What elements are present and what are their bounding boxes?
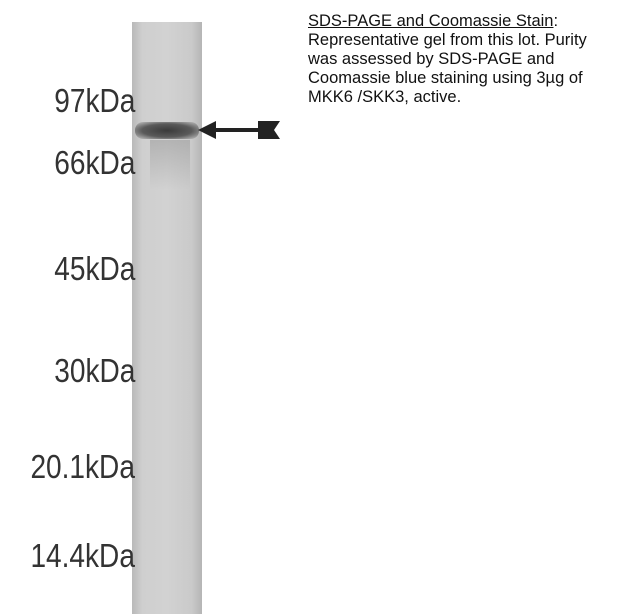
marker-label: 20.1kDa xyxy=(31,450,135,483)
arrow-head xyxy=(198,121,216,139)
arrow-tail xyxy=(258,121,280,139)
marker-label: 30kDa xyxy=(54,354,135,387)
arrow xyxy=(196,115,286,145)
caption: SDS-PAGE and Coomassie Stain: Representa… xyxy=(308,12,608,107)
marker-label: 45kDa xyxy=(54,252,135,285)
gel-lane xyxy=(132,22,202,614)
protein-band xyxy=(135,122,199,139)
marker-label: 97kDa xyxy=(54,84,135,117)
figure: 97kDa 66kDa 45kDa 30kDa 20.1kDa 14.4kDa … xyxy=(0,0,621,614)
gel-smear xyxy=(150,140,190,190)
caption-title: SDS-PAGE and Coomassie Stain xyxy=(308,12,553,30)
marker-label: 14.4kDa xyxy=(31,539,135,572)
marker-label: 66kDa xyxy=(54,146,135,179)
